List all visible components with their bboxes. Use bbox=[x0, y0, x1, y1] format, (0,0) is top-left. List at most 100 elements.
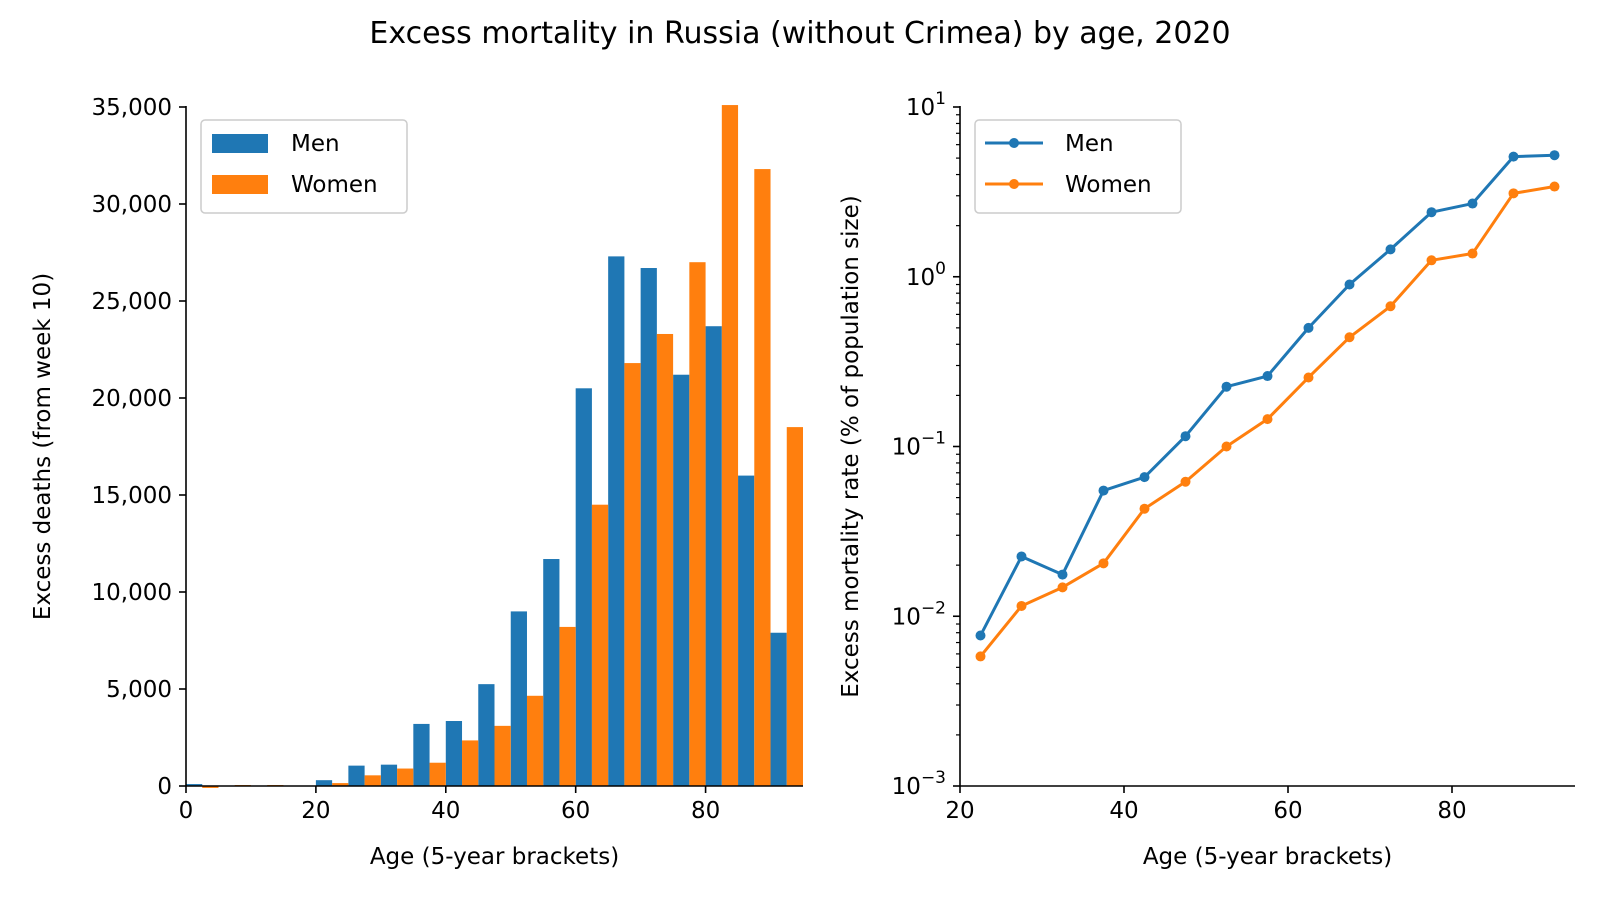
bar-men-47.5 bbox=[478, 684, 495, 786]
bar-women-47.5 bbox=[494, 725, 511, 786]
bar-women-57.5 bbox=[559, 626, 576, 786]
right-legend: Men Women bbox=[974, 119, 1182, 214]
point-women-67.5 bbox=[1344, 332, 1355, 343]
point-women-72.5 bbox=[1385, 301, 1396, 312]
right-x-tick-label: 60 bbox=[1273, 798, 1302, 824]
right-y-axis-label: Excess mortality rate (% of population s… bbox=[838, 195, 864, 698]
point-women-57.5 bbox=[1262, 414, 1273, 425]
left-y-tick-label: 30,000 bbox=[92, 192, 172, 218]
line-men bbox=[979, 153, 1555, 637]
left-y-tick-label: 5,000 bbox=[106, 677, 172, 703]
point-men-62.5 bbox=[1303, 322, 1314, 333]
bar-women-52.5 bbox=[526, 695, 544, 786]
bar-men-92.5 bbox=[770, 632, 787, 786]
point-men-32.5 bbox=[1057, 569, 1068, 580]
left-x-axis-label: Age (5-year brackets) bbox=[370, 844, 619, 870]
point-women-47.5 bbox=[1180, 476, 1191, 487]
left-legend-label-women: Women bbox=[291, 172, 378, 198]
point-men-52.5 bbox=[1221, 381, 1232, 392]
left-legend-label-men: Men bbox=[291, 131, 340, 157]
bar-men-32.5 bbox=[380, 764, 398, 786]
point-women-92.5 bbox=[1549, 181, 1560, 192]
right-line-chart: 10−3 10−2 10−1 100 101 20 40 60 80 Age (5-year br… bbox=[838, 89, 1575, 870]
right-y-tick-label: 100 bbox=[906, 259, 946, 291]
chart-title: Excess mortality in Russia (without Crim… bbox=[369, 16, 1230, 51]
point-men-72.5 bbox=[1385, 244, 1396, 255]
bar-women-62.5 bbox=[591, 504, 609, 786]
left-x-tick-label: 80 bbox=[691, 798, 720, 824]
bar-men-87.5 bbox=[738, 475, 755, 786]
right-x-tick-label: 40 bbox=[1109, 798, 1138, 824]
left-bar-chart: 0 5,000 10,000 15,000 20,000 25,000 30,000 35,0… bbox=[30, 95, 803, 870]
bar-men-77.5 bbox=[673, 374, 690, 786]
right-y-tick-label: 10−2 bbox=[892, 598, 946, 630]
bar-men-2.5 bbox=[186, 784, 203, 786]
point-women-87.5 bbox=[1508, 188, 1519, 199]
point-men-27.5 bbox=[1016, 551, 1027, 562]
bar-men-22.5 bbox=[315, 780, 333, 786]
bar-women-92.5 bbox=[786, 427, 803, 786]
left-legend-swatch-women bbox=[212, 175, 268, 194]
bar-women-27.5 bbox=[364, 775, 381, 786]
left-x-tick-label: 20 bbox=[301, 798, 330, 824]
bar-women-82.5 bbox=[721, 105, 739, 786]
right-y-tick-label: 10−1 bbox=[892, 429, 946, 461]
left-y-tick-label: 35,000 bbox=[92, 95, 172, 121]
bar-men-42.5 bbox=[445, 721, 463, 786]
left-x-tick-label: 60 bbox=[561, 798, 590, 824]
bar-women-22.5 bbox=[332, 783, 349, 786]
bar-women-87.5 bbox=[754, 169, 771, 786]
point-women-32.5 bbox=[1057, 582, 1068, 593]
point-women-62.5 bbox=[1303, 372, 1314, 383]
bar-men-67.5 bbox=[608, 256, 625, 786]
right-legend-label-women: Women bbox=[1065, 172, 1152, 198]
bar-men-52.5 bbox=[510, 611, 527, 786]
left-y-tick-label: 10,000 bbox=[92, 580, 172, 606]
bar-men-27.5 bbox=[348, 765, 365, 786]
point-women-42.5 bbox=[1139, 503, 1150, 514]
bar-women-77.5 bbox=[689, 262, 706, 786]
left-y-tick-label: 0 bbox=[157, 774, 172, 800]
point-women-37.5 bbox=[1098, 558, 1109, 569]
point-men-92.5 bbox=[1549, 150, 1560, 161]
point-men-47.5 bbox=[1180, 431, 1191, 442]
left-y-axis-label: Excess deaths (from week 10) bbox=[30, 273, 56, 620]
bar-women-2.5 bbox=[202, 786, 219, 788]
left-y-tick-label: 15,000 bbox=[92, 483, 172, 509]
point-women-27.5 bbox=[1016, 600, 1027, 611]
point-men-87.5 bbox=[1508, 151, 1519, 162]
right-x-tick-label: 20 bbox=[945, 798, 974, 824]
bar-women-32.5 bbox=[397, 768, 414, 786]
point-men-37.5 bbox=[1098, 485, 1109, 496]
right-x-tick-label: 80 bbox=[1437, 798, 1466, 824]
right-y-tick-label: 101 bbox=[906, 89, 946, 121]
left-x-tick-label: 40 bbox=[431, 798, 460, 824]
right-x-axis-label: Age (5-year brackets) bbox=[1143, 844, 1392, 870]
right-legend-label-men: Men bbox=[1065, 131, 1114, 157]
right-y-tick-label: 10−3 bbox=[892, 768, 946, 800]
point-men-42.5 bbox=[1139, 472, 1150, 483]
left-y-tick-label: 20,000 bbox=[92, 386, 172, 412]
bar-women-42.5 bbox=[462, 740, 479, 786]
left-legend-swatch-men bbox=[212, 134, 268, 153]
right-legend-marker-women bbox=[1009, 179, 1019, 189]
left-y-tick-label: 25,000 bbox=[92, 289, 172, 315]
bar-women-72.5 bbox=[656, 333, 674, 786]
point-women-22.5 bbox=[975, 651, 986, 662]
bar-men-62.5 bbox=[575, 388, 592, 786]
right-legend-marker-men bbox=[1009, 138, 1019, 148]
point-women-52.5 bbox=[1221, 441, 1232, 452]
point-women-82.5 bbox=[1467, 248, 1478, 259]
bar-men-72.5 bbox=[640, 268, 657, 786]
point-men-22.5 bbox=[975, 630, 986, 641]
point-women-77.5 bbox=[1426, 255, 1437, 266]
bar-men-57.5 bbox=[543, 559, 560, 786]
point-men-77.5 bbox=[1426, 207, 1437, 218]
bar-men-37.5 bbox=[413, 723, 430, 786]
bar-women-37.5 bbox=[429, 762, 446, 786]
left-x-tick-label: 0 bbox=[179, 798, 194, 824]
bar-women-67.5 bbox=[624, 363, 641, 786]
bar-men-82.5 bbox=[705, 326, 722, 786]
point-men-82.5 bbox=[1467, 198, 1478, 209]
